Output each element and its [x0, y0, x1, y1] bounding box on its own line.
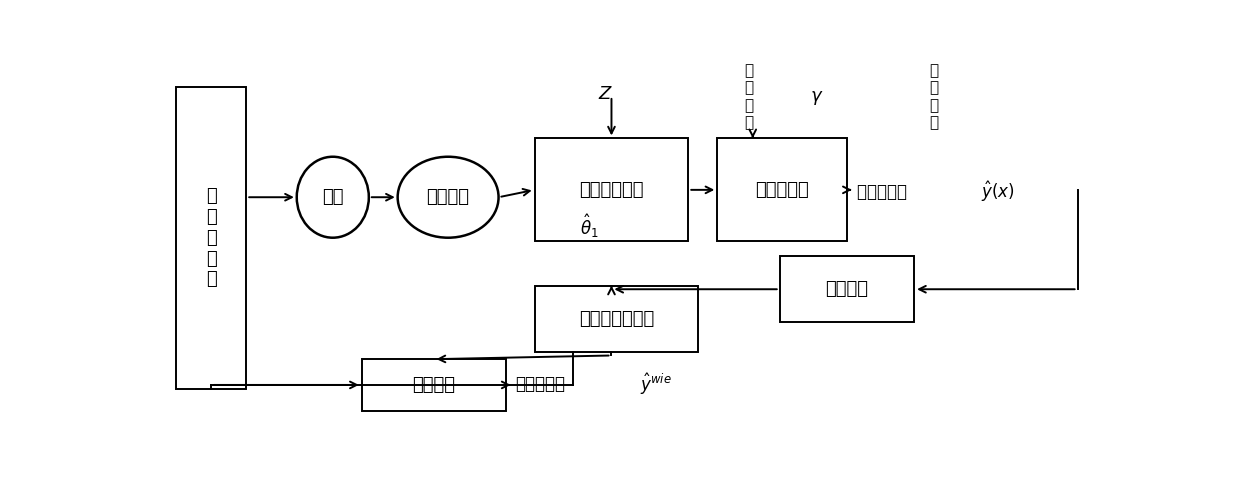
Text: 含
噪
导
数
谱: 含 噪 导 数 谱: [206, 187, 217, 288]
Text: γ: γ: [811, 87, 821, 105]
Text: 硬阈值去噪: 硬阈值去噪: [755, 181, 808, 199]
Text: 相似数据矩阵: 相似数据矩阵: [579, 181, 644, 199]
Text: 维纳滤波: 维纳滤波: [412, 376, 455, 394]
Ellipse shape: [398, 157, 498, 238]
Bar: [717, 138, 847, 241]
Bar: [362, 359, 506, 411]
Text: $\hat{\theta}_1$: $\hat{\theta}_1$: [580, 212, 599, 239]
Text: 最终估计值: 最终估计值: [516, 375, 565, 393]
Text: 设计维纳滤波器: 设计维纳滤波器: [579, 310, 653, 328]
Text: 分段: 分段: [322, 188, 343, 206]
Text: 分类匹配: 分类匹配: [427, 188, 470, 206]
Bar: [534, 138, 688, 241]
Text: 联
合
滤
波: 联 合 滤 波: [744, 63, 754, 130]
Bar: [780, 256, 914, 322]
Bar: [534, 285, 698, 352]
Text: 初步估计值: 初步估计值: [857, 183, 911, 201]
Text: 信
号
重
构: 信 号 重 构: [929, 63, 937, 130]
Text: $\hat{y}^{wie}$: $\hat{y}^{wie}$: [640, 371, 672, 397]
Ellipse shape: [296, 157, 368, 238]
Bar: [176, 87, 247, 389]
Text: Z: Z: [599, 85, 611, 103]
Text: 小波变换: 小波变换: [826, 280, 868, 298]
Text: $\hat{y}(x)$: $\hat{y}(x)$: [982, 179, 1016, 204]
